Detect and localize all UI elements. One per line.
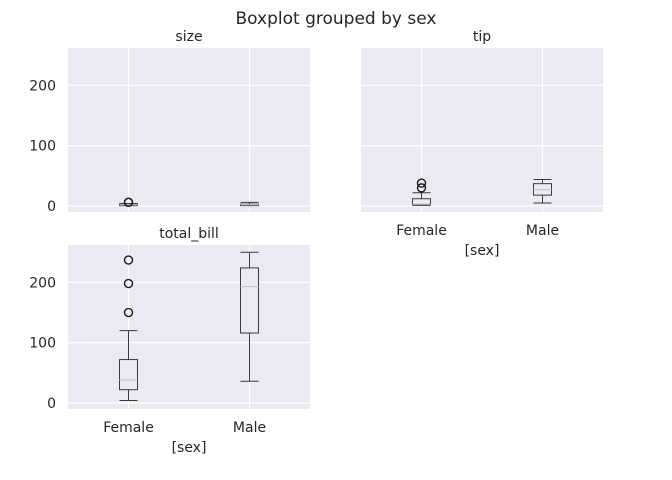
box-male bbox=[533, 178, 552, 204]
box-female bbox=[119, 197, 138, 208]
subplot-size: 0 100 200 size bbox=[29, 29, 310, 215]
x-axis-label: [sex] bbox=[465, 243, 500, 259]
box-body bbox=[119, 359, 138, 391]
subplot-tip: Female Male tip [sex] bbox=[361, 29, 603, 259]
box-female bbox=[119, 255, 138, 402]
x-tick-label-female: Female bbox=[396, 223, 447, 239]
subplot-title: total_bill bbox=[159, 226, 219, 242]
x-axis-label: [sex] bbox=[172, 440, 207, 456]
subplot-title: size bbox=[175, 29, 202, 45]
x-tick-label-male: Male bbox=[233, 420, 266, 436]
figure-suptitle: Boxplot grouped by sex bbox=[236, 9, 437, 29]
x-tick-label-male: Male bbox=[526, 223, 559, 239]
x-tick-label-female: Female bbox=[103, 420, 154, 436]
box-male bbox=[240, 201, 259, 207]
y-tick-label: 200 bbox=[29, 78, 56, 94]
outlier-point bbox=[123, 278, 134, 289]
plot-area bbox=[68, 245, 310, 409]
box-body bbox=[240, 267, 259, 334]
y-tick-label: 100 bbox=[29, 139, 56, 155]
y-tick-label: 0 bbox=[47, 396, 56, 412]
box-body bbox=[412, 198, 431, 206]
subplot-total-bill: 0 100 200 Female Male total_bill [sex] bbox=[29, 226, 310, 456]
box-female bbox=[412, 178, 431, 206]
outlier-point bbox=[416, 178, 427, 188]
plot-area bbox=[361, 48, 603, 212]
y-tick-label: 200 bbox=[29, 275, 56, 291]
outlier-point bbox=[123, 255, 134, 265]
outlier-point bbox=[123, 307, 134, 318]
box-male bbox=[240, 251, 259, 382]
outlier-point bbox=[123, 197, 134, 208]
y-tick-label: 100 bbox=[29, 336, 56, 352]
outlier-point bbox=[416, 183, 427, 193]
y-tick-label: 0 bbox=[47, 199, 56, 215]
subplot-title: tip bbox=[473, 29, 491, 45]
plot-area bbox=[68, 48, 310, 212]
